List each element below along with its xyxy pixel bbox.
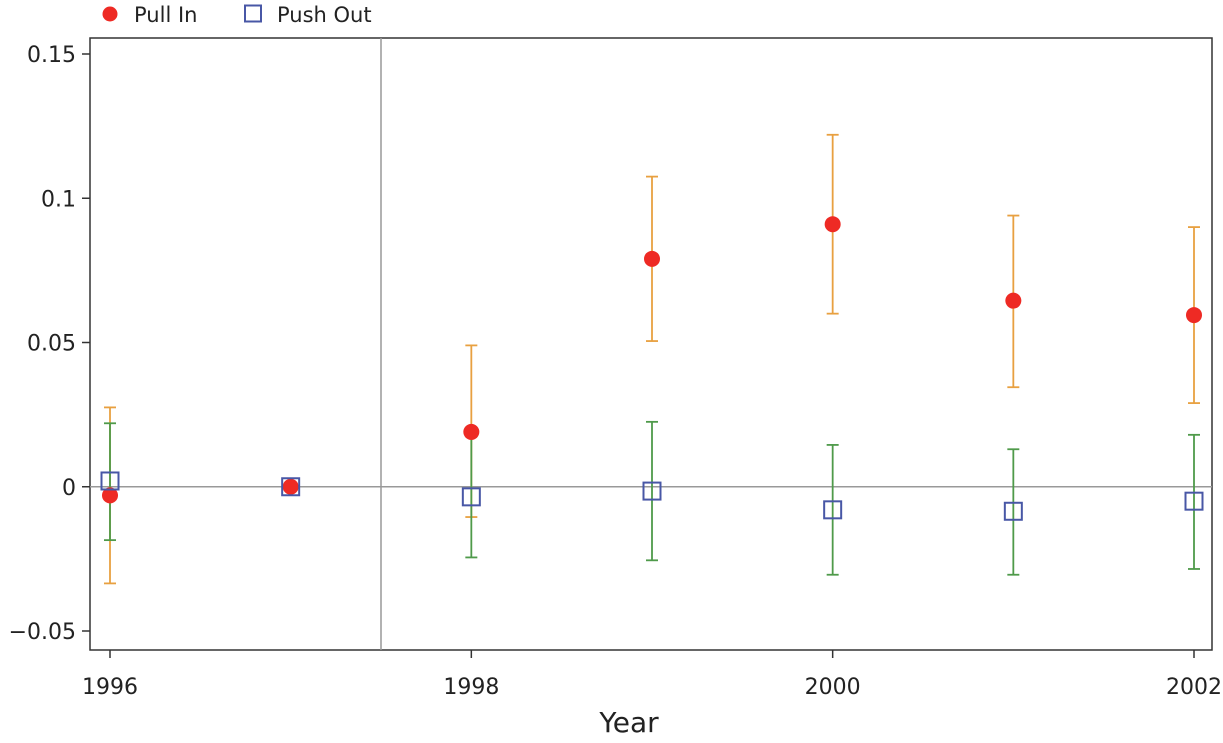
y-tick-label: 0.1 xyxy=(41,187,76,212)
point-push-out xyxy=(1003,501,1023,521)
point-push-out xyxy=(461,487,481,507)
error-bars xyxy=(104,133,1200,585)
legend-marker-push-out xyxy=(244,4,262,23)
point-pull-in xyxy=(824,216,841,233)
point-pull-in xyxy=(644,250,660,267)
y-tick-label: −0.05 xyxy=(9,620,76,645)
point-pull-in xyxy=(282,478,299,495)
x-tick-label: 2000 xyxy=(805,675,861,700)
error-bar-push-out xyxy=(826,444,839,576)
point-push-out xyxy=(100,471,120,491)
data-markers xyxy=(100,216,1204,521)
legend-label-push-out: Push Out xyxy=(277,3,372,27)
point-push-out xyxy=(823,500,843,520)
y-tick-label: 0.15 xyxy=(27,43,76,68)
legend-marker-pull-in xyxy=(102,6,118,22)
point-pull-in xyxy=(463,423,480,440)
error-bar-push-out xyxy=(1007,448,1020,576)
point-pull-in xyxy=(1186,307,1202,324)
error-bar-push-out xyxy=(646,420,658,562)
legend-label-pull-in: Pull In xyxy=(134,3,197,27)
y-tick-label: 0 xyxy=(62,476,76,501)
x-axis-title: Year xyxy=(598,706,659,739)
error-bar-push-out xyxy=(1188,433,1200,570)
y-axis: −0.05 0 0.05 0.1 0.15 xyxy=(9,43,90,645)
plot-border xyxy=(89,37,1213,651)
error-bar-push-out xyxy=(465,435,478,559)
point-push-out xyxy=(281,477,301,497)
y-tick-label: 0.05 xyxy=(27,332,76,357)
point-pull-in xyxy=(102,487,118,504)
x-tick-label: 2002 xyxy=(1166,675,1222,700)
x-axis: 1996 1998 2000 2002 xyxy=(82,650,1222,700)
legend: Pull In Push Out xyxy=(102,3,372,27)
point-push-out xyxy=(642,481,662,501)
error-bar-push-out xyxy=(104,422,116,542)
reference-lines xyxy=(90,38,1212,650)
x-tick-label: 1998 xyxy=(443,675,499,700)
point-pull-in xyxy=(1005,292,1022,309)
plot-frame xyxy=(89,37,1213,651)
x-tick-label: 1996 xyxy=(82,675,138,700)
point-push-out xyxy=(1184,491,1204,511)
